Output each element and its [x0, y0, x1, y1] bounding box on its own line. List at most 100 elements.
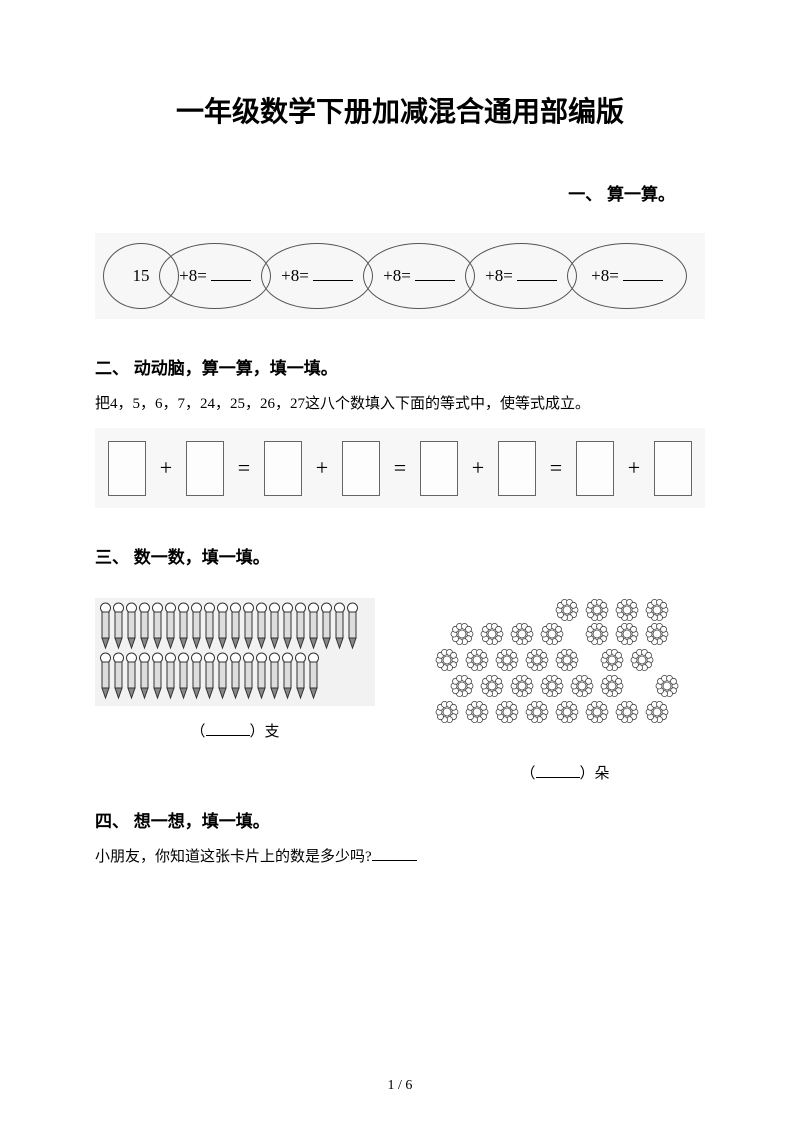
- pen-icon: [164, 652, 177, 700]
- flower-icon: [600, 648, 624, 672]
- section2-heading: 二、 动动脑，算一算，填一填。: [95, 354, 705, 379]
- eq-box: [186, 441, 224, 496]
- pen-icon: [112, 652, 125, 700]
- oval-step-3: +8=: [363, 243, 475, 309]
- paren-open: （: [520, 766, 535, 782]
- flower-icon: [450, 674, 474, 698]
- section4-blank: [372, 860, 417, 861]
- oval-blank-3: [415, 267, 455, 281]
- eq-sym: =: [550, 455, 562, 481]
- plus-sym: +: [472, 455, 484, 481]
- oval-start-value: 15: [133, 266, 150, 286]
- flower-icon: [585, 622, 609, 646]
- pen-icon: [151, 652, 164, 700]
- oval-blank-2: [313, 267, 353, 281]
- section4-heading: 四、 想一想，填一填。: [95, 807, 705, 832]
- oval-blank-1: [211, 267, 251, 281]
- flower-icon: [615, 598, 639, 622]
- pen-icon: [216, 602, 229, 650]
- plus-sym: +: [316, 455, 328, 481]
- pen-icon: [216, 652, 229, 700]
- oval-step-4: +8=: [465, 243, 577, 309]
- eq-box: [264, 441, 302, 496]
- flower-icon: [510, 674, 534, 698]
- pen-icon: [151, 602, 164, 650]
- section1-heading: 一、 算一算。: [95, 180, 705, 205]
- eq-box: [576, 441, 614, 496]
- flower-icon: [495, 700, 519, 724]
- pen-icon: [177, 602, 190, 650]
- pen-icon: [125, 652, 138, 700]
- flower-icon: [585, 700, 609, 724]
- oval-step-2: +8=: [261, 243, 373, 309]
- section2-text: 把4，5，6，7，24，25，26，27这八个数填入下面的等式中，使等式成立。: [95, 391, 705, 418]
- flower-icon: [510, 622, 534, 646]
- oval-op-5: +8=: [591, 266, 619, 286]
- page-footer: 1 / 6: [0, 1078, 800, 1094]
- oval-op-1: +8=: [179, 266, 207, 286]
- flower-icon: [555, 598, 579, 622]
- flower-icon: [435, 648, 459, 672]
- pen-icon: [138, 652, 151, 700]
- oval-blank-4: [517, 267, 557, 281]
- pen-icon: [138, 602, 151, 650]
- eq-box: [108, 441, 146, 496]
- flower-icon: [630, 648, 654, 672]
- pen-icon: [125, 602, 138, 650]
- flower-icon: [645, 700, 669, 724]
- pen-icon: [268, 652, 281, 700]
- eq-sym: =: [394, 455, 406, 481]
- pen-icon: [99, 602, 112, 650]
- flower-icon: [570, 674, 594, 698]
- flower-icon: [645, 622, 669, 646]
- paren-close-unit: ）支: [250, 724, 280, 740]
- flower-blank: [536, 777, 580, 778]
- flower-icon: [495, 648, 519, 672]
- pen-icon: [268, 602, 281, 650]
- oval-op-2: +8=: [281, 266, 309, 286]
- plus-sym: +: [628, 455, 640, 481]
- pen-icon: [307, 652, 320, 700]
- flower-icon: [555, 700, 579, 724]
- flower-count-label: （ ）朵: [425, 762, 705, 783]
- pen-icon: [255, 652, 268, 700]
- pen-icon: [255, 602, 268, 650]
- flower-icon: [615, 622, 639, 646]
- pen-icon: [203, 652, 216, 700]
- flower-icon: [585, 598, 609, 622]
- section3-heading: 三、 数一数，填一填。: [95, 543, 705, 568]
- pen-icon: [177, 652, 190, 700]
- eq-box: [342, 441, 380, 496]
- flower-icon: [465, 648, 489, 672]
- pen-icon: [346, 602, 359, 650]
- paren-close-unit: ）朵: [580, 766, 610, 782]
- flower-icon: [465, 700, 489, 724]
- flower-icon: [655, 674, 679, 698]
- section3-figure: （ ）支 （ ）朵: [95, 598, 705, 783]
- flower-icon: [540, 622, 564, 646]
- pen-icon: [164, 602, 177, 650]
- flower-icon: [480, 622, 504, 646]
- section1-figure: 15 +8= +8= +8= +8= +8=: [95, 233, 705, 319]
- flower-icon: [525, 648, 549, 672]
- pen-icon: [294, 602, 307, 650]
- oval-op-4: +8=: [485, 266, 513, 286]
- flower-icon: [555, 648, 579, 672]
- pen-icon: [320, 602, 333, 650]
- flower-icon: [615, 700, 639, 724]
- pen-icon: [229, 652, 242, 700]
- eq-box: [420, 441, 458, 496]
- section2-figure: + = + = + = +: [95, 428, 705, 508]
- pen-icon: [190, 602, 203, 650]
- pen-icon: [307, 602, 320, 650]
- oval-step-5: +8=: [567, 243, 687, 309]
- plus-sym: +: [160, 455, 172, 481]
- oval-op-3: +8=: [383, 266, 411, 286]
- pen-icon: [229, 602, 242, 650]
- pen-blank: [206, 735, 250, 736]
- page-title: 一年级数学下册加减混合通用部编版: [95, 90, 705, 130]
- pens-image: [95, 598, 375, 706]
- eq-box: [654, 441, 692, 496]
- oval-blank-5: [623, 267, 663, 281]
- flowers-image: [425, 598, 705, 748]
